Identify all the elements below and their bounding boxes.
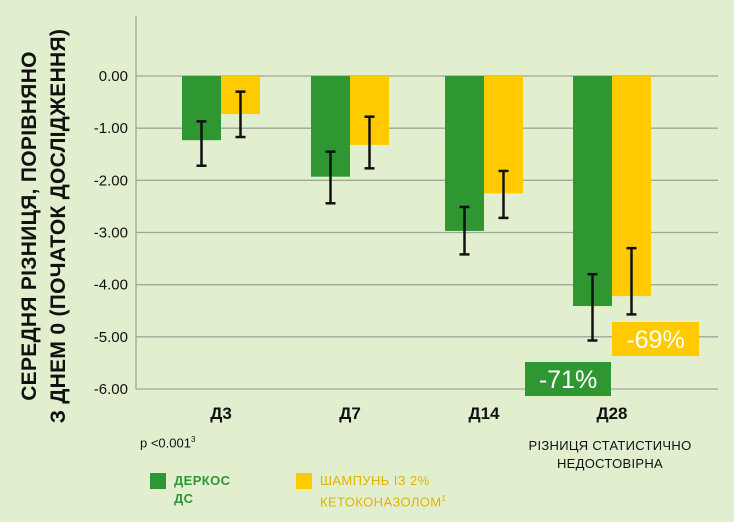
- legend-item-ketoconazole: ШАМПУНЬ ІЗ 2% КЕТОКОНАЗОЛОМ1: [296, 472, 446, 511]
- difference-note-line-1: РІЗНИЦЯ СТАТИСТИЧНО: [528, 438, 692, 453]
- annotation-label: -71%: [539, 366, 597, 394]
- y-tick-label: -6.00: [94, 381, 128, 398]
- legend-label-derkos: ДЕРКОС ДС: [174, 472, 230, 508]
- legend-swatch-green: [150, 473, 166, 489]
- legend-item-derkos: ДЕРКОС ДС: [150, 472, 230, 508]
- legend-label-ketoconazole: ШАМПУНЬ ІЗ 2% КЕТОКОНАЗОЛОМ1: [320, 472, 446, 511]
- difference-note: РІЗНИЦЯ СТАТИСТИЧНО НЕДОСТОВІРНА: [480, 437, 734, 473]
- difference-note-line-2: НЕДОСТОВІРНА: [556, 456, 663, 471]
- legend-label-ketoconazole-line-2: КЕТОКОНАЗОЛОМ1: [320, 490, 446, 511]
- bar-derkos: [573, 76, 612, 307]
- legend-swatch-yellow: [296, 473, 312, 489]
- p-value-text: p <0.001: [140, 435, 191, 451]
- y-tick-label: -5.00: [94, 329, 128, 346]
- annotation-box: [612, 322, 699, 356]
- legend-label-ketoconazole-text: КЕТОКОНАЗОЛОМ: [320, 494, 442, 510]
- y-tick-label: -1.00: [94, 120, 128, 137]
- annotation-box: [525, 362, 611, 396]
- y-tick-label: -4.00: [94, 277, 128, 294]
- legend-label-ketoconazole-line-1: ШАМПУНЬ ІЗ 2%: [320, 473, 430, 488]
- p-value-note: p <0.0013: [140, 435, 195, 450]
- legend-label-derkos-line-1: ДЕРКОС: [174, 473, 231, 488]
- p-value-footnote: 3: [190, 435, 196, 444]
- x-tick-label: Д28: [596, 404, 627, 423]
- x-tick-label: Д3: [210, 404, 232, 423]
- bar-derkos: [445, 76, 484, 231]
- y-tick-label: -2.00: [94, 172, 128, 189]
- x-tick-label: Д7: [339, 404, 361, 423]
- annotation-label: -69%: [626, 326, 684, 354]
- y-tick-label: -3.00: [94, 225, 128, 242]
- legend-footnote: 1: [441, 494, 447, 503]
- y-tick-label: 0.00: [99, 68, 128, 85]
- legend-label-derkos-line-2: ДС: [174, 491, 194, 506]
- x-tick-label: Д14: [468, 404, 500, 423]
